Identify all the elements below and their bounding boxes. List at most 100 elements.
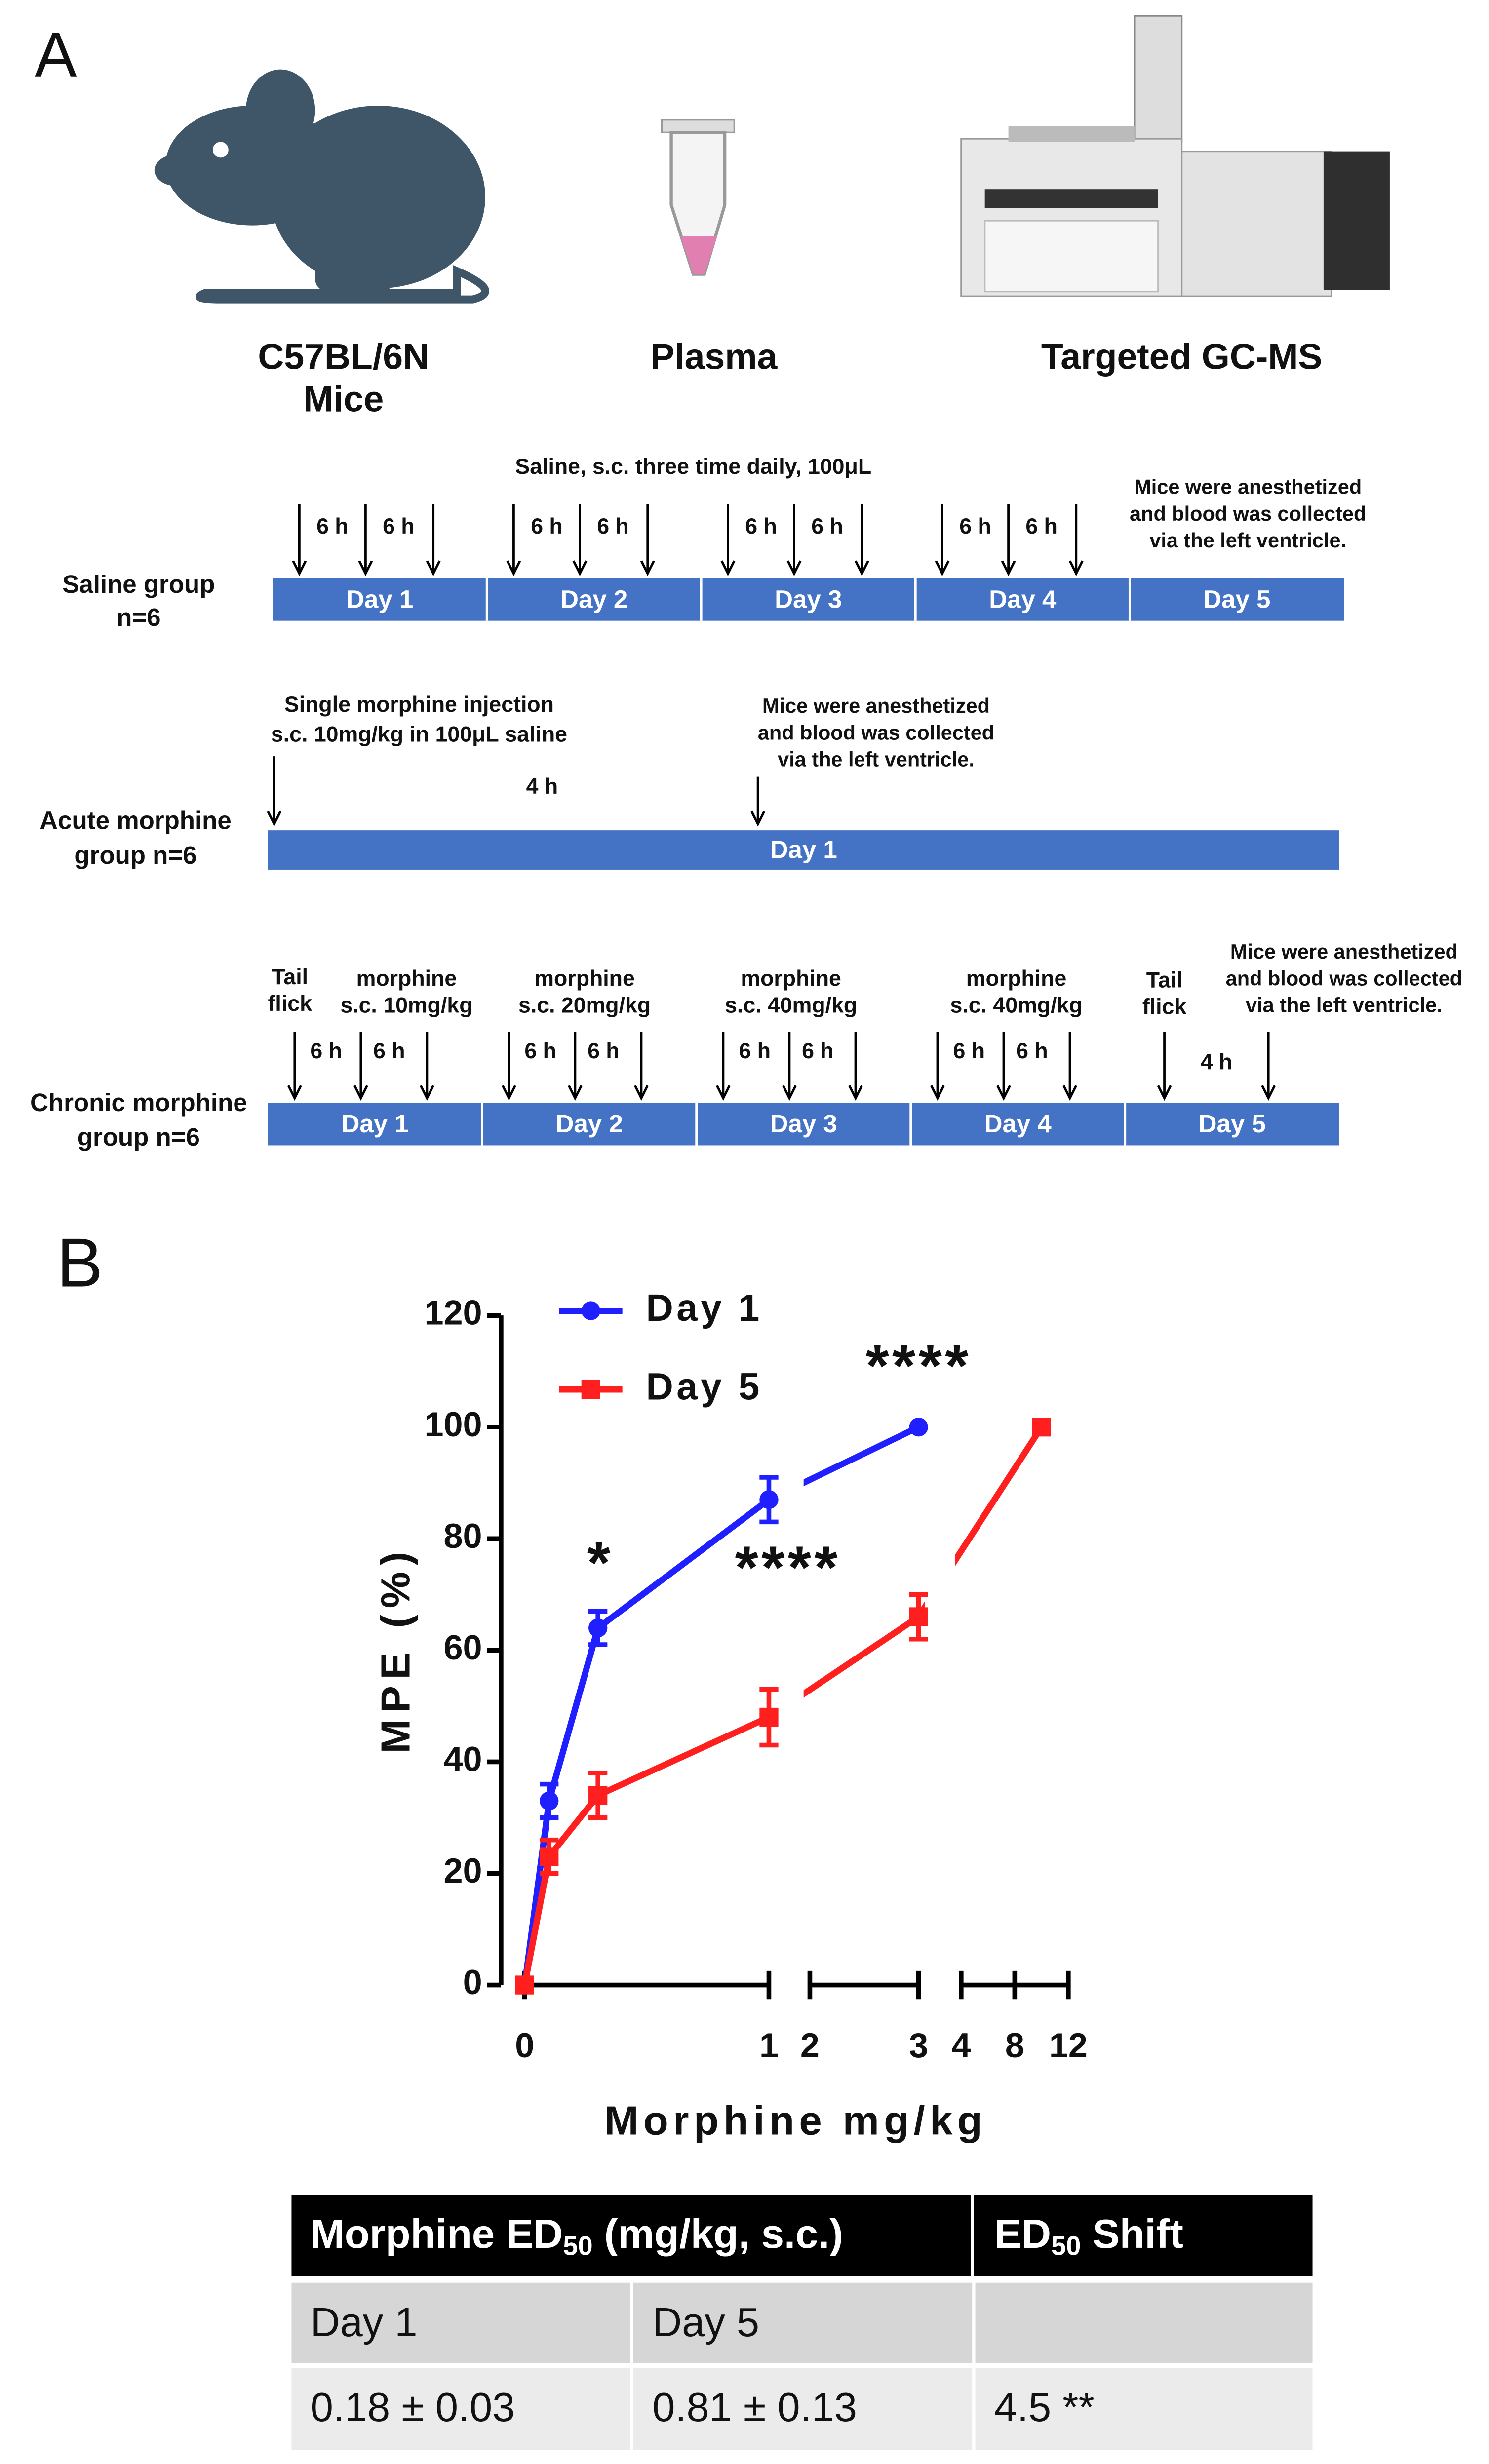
note: Single morphine injection xyxy=(284,693,554,717)
text: Shift xyxy=(1081,2211,1183,2257)
arrow-head xyxy=(1001,560,1016,577)
note: flick xyxy=(1142,995,1187,1019)
note: and blood was collected xyxy=(1130,502,1366,525)
legend-label: Day 5 xyxy=(646,1366,763,1408)
y-tick-label: 80 xyxy=(444,1516,482,1555)
sample-label: Mice xyxy=(303,379,384,419)
y-tick-label: 40 xyxy=(444,1739,482,1778)
sample-label: Targeted GC-MS xyxy=(1041,336,1323,377)
note: s.c. 40mg/kg xyxy=(725,993,857,1017)
arrow-head xyxy=(568,1085,583,1101)
arrow-head xyxy=(1062,1085,1077,1101)
arrow-head xyxy=(750,810,766,827)
mouse-eye xyxy=(212,142,229,158)
arrow-head xyxy=(572,560,588,577)
legend-marker xyxy=(581,1301,600,1320)
timeline-header: Saline, s.c. three time daily, 100μL xyxy=(515,455,871,479)
panel-label: B xyxy=(57,1224,103,1301)
cell xyxy=(633,2282,973,2363)
timeline-bar xyxy=(268,1103,1339,1146)
interval-label: 6 h xyxy=(373,1039,405,1063)
axis-break xyxy=(775,1252,804,1969)
interval-label: 6 h xyxy=(959,514,991,539)
day-label: Day 3 xyxy=(775,585,842,613)
point xyxy=(588,1786,608,1805)
interval-label: 6 h xyxy=(745,514,777,539)
note: morphine xyxy=(741,966,841,991)
x-tick-label: 12 xyxy=(1049,2026,1088,2065)
arrow-head xyxy=(935,560,950,577)
point xyxy=(909,1418,928,1437)
y-tick-label: 0 xyxy=(463,1963,482,2002)
arrow-head xyxy=(716,1085,731,1101)
point xyxy=(540,1791,559,1810)
arrow-head xyxy=(358,560,373,577)
day-label: Day 3 xyxy=(770,1110,837,1138)
day-label: Day 1 xyxy=(346,585,413,613)
interval-label: 6 h xyxy=(811,514,843,539)
note: s.c. 10mg/kg xyxy=(340,993,472,1017)
day-label: Day 5 xyxy=(1203,585,1270,613)
annotation: **** xyxy=(735,1534,841,1601)
note: and blood was collected xyxy=(758,721,994,744)
x-tick-label: 3 xyxy=(909,2026,928,2065)
y-tick-label: 20 xyxy=(444,1851,482,1890)
arrow-head xyxy=(782,1085,797,1101)
point xyxy=(540,1847,559,1866)
x-tick-label: 1 xyxy=(759,2026,779,2065)
interval-label: 6 h xyxy=(739,1039,771,1063)
subscript: 50 xyxy=(563,2232,592,2261)
y-tick-label: 120 xyxy=(424,1293,482,1332)
cell-text: Day 5 xyxy=(652,2299,759,2345)
group-label: Acute morphine xyxy=(39,807,232,835)
arrow-head xyxy=(287,1085,302,1101)
note: Mice were anesthetized xyxy=(1134,475,1362,499)
note: morphine xyxy=(534,966,635,991)
note: s.c. 20mg/kg xyxy=(518,993,651,1017)
y-axis-label: MPE (%) xyxy=(372,1545,418,1753)
gcms-icon xyxy=(960,15,1390,297)
axis-break xyxy=(925,1252,955,1969)
timeline-bar xyxy=(268,830,1339,870)
interval-label: 6 h xyxy=(802,1039,834,1063)
arrow-head xyxy=(267,810,282,827)
cell-text: 0.81 ± 0.13 xyxy=(652,2384,857,2430)
note: s.c. 40mg/kg xyxy=(950,993,1082,1017)
day-label: Day 4 xyxy=(989,585,1057,613)
group-label: Saline group xyxy=(62,570,215,598)
interval-label: 6 h xyxy=(597,514,629,539)
point xyxy=(759,1490,779,1509)
interval-label: 6 h xyxy=(953,1039,985,1063)
legend-label: Day 1 xyxy=(646,1287,763,1329)
interval-label: 6 h xyxy=(531,514,563,539)
y-tick-label: 100 xyxy=(424,1405,482,1444)
group-label: Chronic morphine xyxy=(30,1088,247,1116)
interval-label: 6 h xyxy=(588,1039,620,1063)
group-label: group n=6 xyxy=(74,841,196,869)
arrow-head xyxy=(506,560,521,577)
note: and blood was collected xyxy=(1226,966,1462,990)
note: s.c. 10mg/kg in 100μL saline xyxy=(271,722,567,746)
arrow-head xyxy=(1261,1085,1276,1101)
note: Mice were anesthetized xyxy=(1230,940,1458,963)
sample-label: C57BL/6N xyxy=(258,336,429,377)
arrow-head xyxy=(640,560,655,577)
annotation: **** xyxy=(866,1332,972,1399)
arrow-head xyxy=(854,560,869,577)
note: via the left ventricle. xyxy=(778,748,975,771)
note: morphine xyxy=(356,966,457,991)
point xyxy=(759,1707,779,1727)
note: via the left ventricle. xyxy=(1149,529,1346,552)
note: flick xyxy=(268,992,313,1016)
day-label: Day 2 xyxy=(556,1110,623,1138)
text: Morphine ED xyxy=(311,2211,563,2257)
arrow-head xyxy=(1068,560,1084,577)
interval-label: 6 h xyxy=(524,1039,556,1063)
interval-label: 6 h xyxy=(1025,514,1058,539)
interval-label: 4 h xyxy=(1201,1050,1233,1074)
cell-text: 0.18 ± 0.03 xyxy=(311,2384,515,2430)
interval-label: 4 h xyxy=(526,774,558,799)
arrow-head xyxy=(930,1085,945,1101)
